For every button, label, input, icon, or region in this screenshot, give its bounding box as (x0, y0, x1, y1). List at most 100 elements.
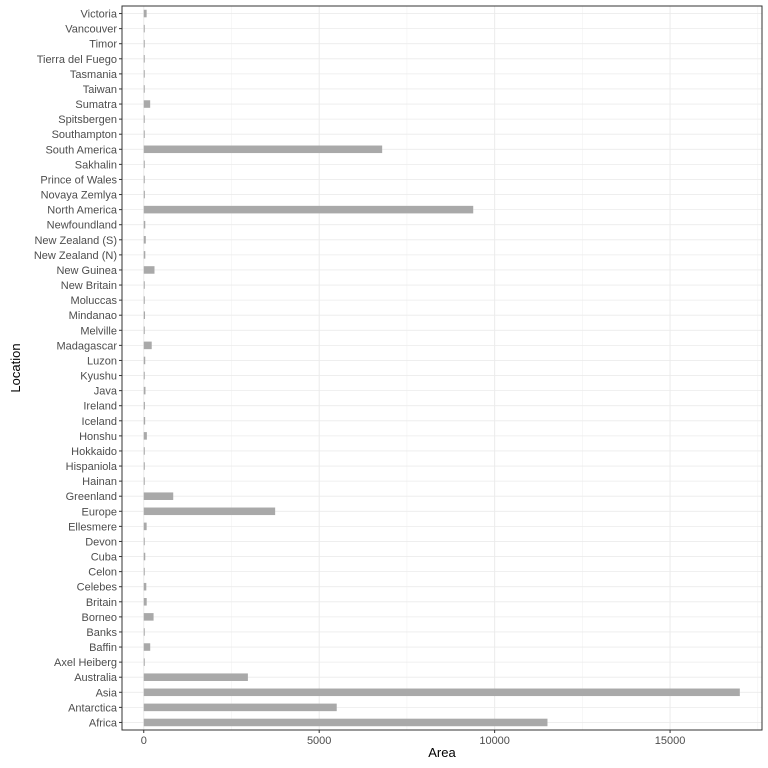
plot-panel (122, 6, 762, 730)
y-tick-label: Moluccas (71, 295, 118, 307)
y-tick-label: Cuba (91, 552, 118, 564)
minor-gridlines (231, 6, 759, 730)
bar-tierra-del-fuego (143, 55, 145, 63)
y-tick-label: Celebes (77, 582, 118, 594)
x-tick-label: 0 (141, 735, 147, 747)
y-tick-label: Banks (86, 627, 117, 639)
y-tick-label: Hokkaido (71, 446, 117, 458)
bar-ireland (143, 401, 145, 410)
y-tick-label: Antarctica (68, 702, 118, 714)
bar-axel-heiberg (143, 658, 145, 666)
bar-borneo (143, 613, 154, 621)
y-tick-label: Celon (88, 567, 117, 579)
bar-cuba (143, 552, 146, 561)
y-tick-label: Ireland (83, 401, 117, 413)
x-axis-title: Area (428, 745, 456, 760)
y-tick-label: Spitsbergen (58, 114, 117, 126)
y-tick-label: Novaya Zemlya (41, 190, 118, 202)
bar-asia (143, 688, 740, 697)
bar-antarctica (143, 703, 337, 712)
y-tick-label: North America (47, 205, 118, 217)
y-tick-label: Europe (82, 506, 117, 518)
bar-new-zealand-n (143, 251, 146, 259)
y-tick-label: New Britain (61, 280, 117, 292)
bar-kyushu (143, 371, 145, 380)
bar-luzon (143, 356, 146, 365)
y-tick-label: New Zealand (S) (34, 235, 117, 247)
y-tick-label: Southampton (52, 129, 117, 141)
y-tick-label: Borneo (82, 612, 117, 624)
bar-tasmania (143, 70, 145, 78)
y-tick-label: Axel Heiberg (54, 657, 117, 669)
y-tick-label: Sumatra (75, 99, 117, 111)
y-tick-label: South America (45, 144, 117, 156)
bar-australia (143, 673, 248, 681)
bar-hispaniola (143, 462, 145, 470)
y-tick-label: Victoria (81, 9, 118, 21)
x-tick-label: 15000 (655, 735, 686, 747)
bar-novaya-zemlya (143, 190, 145, 199)
bar-new-zealand-s (143, 236, 146, 244)
bar-new-britain (143, 281, 145, 289)
y-tick-label: Sakhalin (75, 159, 117, 171)
bar-prince-of-wales (143, 175, 145, 184)
y-tick-label: Tasmania (70, 69, 118, 81)
x-tick-label: 5000 (307, 735, 331, 747)
bar-south-america (143, 145, 383, 154)
bar-southampton (143, 130, 145, 138)
bar-timor (143, 39, 145, 48)
y-tick-label: Iceland (82, 416, 117, 428)
y-tick-label: Australia (74, 672, 118, 684)
y-tick-label: Hispaniola (66, 461, 118, 473)
bar-sakhalin (143, 160, 145, 169)
plot-border (121, 5, 763, 731)
bar-iceland (143, 417, 146, 425)
bar-britain (143, 598, 147, 606)
y-axis-title: Location (8, 343, 23, 392)
y-tick-label: Timor (89, 39, 117, 51)
bar-ellesmere (143, 522, 147, 531)
y-tick-label: Taiwan (83, 84, 117, 96)
y-tick-label: Baffin (89, 642, 117, 654)
y-tick-label: Kyushu (80, 371, 117, 383)
bar-banks (143, 628, 145, 636)
bar-new-guinea (143, 266, 155, 274)
y-tick-label: Tierra del Fuego (37, 54, 117, 66)
y-tick-label: Ellesmere (68, 521, 117, 533)
y-tick-label: Prince of Wales (40, 174, 117, 186)
y-tick-label: New Guinea (56, 265, 117, 277)
bar-victoria (143, 9, 147, 18)
y-tick-label: Mindanao (69, 310, 117, 322)
bar-celebes (143, 582, 147, 591)
bar-africa (143, 718, 548, 727)
y-tick-label: Africa (89, 717, 118, 729)
bar-newfoundland (143, 220, 146, 229)
y-tick-label: Honshu (79, 431, 117, 443)
bars-group (143, 9, 740, 727)
bar-taiwan (143, 85, 145, 93)
bar-melville (143, 326, 145, 335)
y-tick-label: Luzon (87, 355, 117, 367)
bar-hokkaido (143, 447, 145, 455)
y-tick-label: Melville (80, 325, 117, 337)
y-axis: Africa Antarctica Asia Australia Axel Heiber… (34, 9, 122, 729)
x-tick-label: 10000 (479, 735, 510, 747)
y-tick-label: Hainan (82, 476, 117, 488)
bar-north-america (143, 205, 474, 214)
y-tick-label: Java (94, 386, 118, 398)
y-tick-label: Asia (96, 687, 118, 699)
y-tick-label: Madagascar (56, 340, 117, 352)
y-tick-label: New Zealand (N) (34, 250, 117, 262)
bar-moluccas (143, 296, 145, 304)
bar-devon (143, 537, 145, 546)
bar-spitsbergen (143, 115, 145, 123)
bar-sumatra (143, 100, 151, 108)
x-axis: 0 5000 10000 15000 (141, 730, 686, 747)
bar-greenland (143, 492, 174, 500)
y-tick-label: Britain (86, 597, 117, 609)
bar-mindanao (143, 311, 146, 319)
bar-honshu (143, 432, 147, 440)
bar-celon (143, 567, 145, 576)
bar-vancouver (143, 24, 145, 33)
